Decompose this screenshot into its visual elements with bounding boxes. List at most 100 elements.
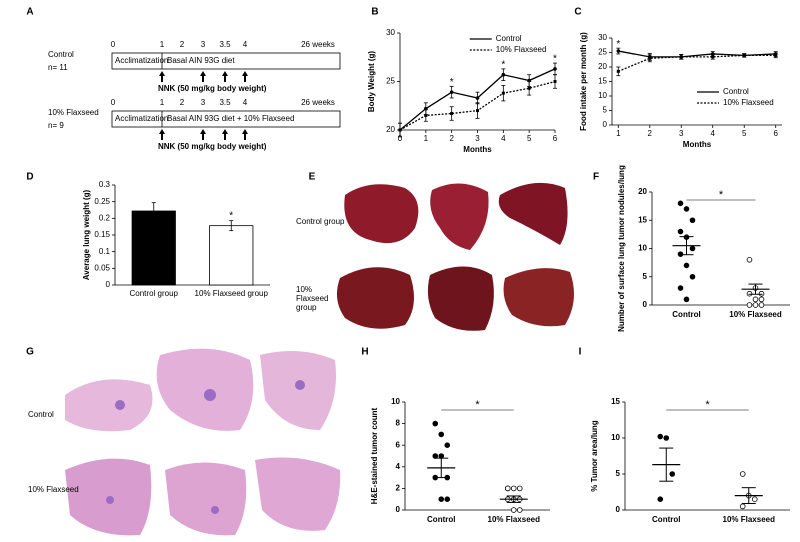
significance-mark: *	[553, 54, 557, 65]
x-tick-label: Control	[672, 310, 700, 319]
bar	[209, 225, 254, 286]
y-tick-label: 15	[598, 77, 607, 86]
marker	[648, 56, 652, 60]
data-point	[432, 420, 439, 427]
x-tick-label: 10% Flaxseed	[723, 515, 776, 524]
data-point	[752, 296, 759, 303]
panel-label: B	[371, 7, 378, 18]
x-tick-label: 10% Flaxseed group	[195, 289, 269, 298]
x-tick-label: 1	[424, 134, 429, 143]
arrow-head	[159, 129, 165, 134]
y-tick-label: 8	[396, 419, 401, 428]
arrow-head	[159, 71, 165, 76]
x-tick-label: 10% Flaxseed	[488, 515, 541, 524]
data-point	[677, 228, 684, 235]
data-point	[510, 485, 517, 492]
x-tick-label: 5	[527, 134, 532, 143]
panel-label: H	[361, 347, 368, 358]
data-point	[751, 496, 758, 503]
y-tick-label: 30	[598, 33, 607, 42]
data-point	[510, 507, 517, 513]
data-point	[683, 262, 690, 269]
y-axis-label: % Tumor area/lung	[590, 420, 599, 492]
legend-label: 10% Flaxseed	[496, 45, 547, 54]
week-label: 4	[243, 98, 248, 107]
marker	[476, 109, 479, 113]
y-tick-label: 4	[396, 462, 401, 471]
y-tick-label: 5	[603, 106, 608, 115]
x-tick-label: Control	[427, 515, 455, 524]
y-tick-label: 10	[611, 433, 620, 442]
data-point	[444, 496, 451, 503]
week-label: 3.5	[219, 40, 231, 49]
timeline-box	[111, 110, 341, 128]
histology-section	[165, 462, 247, 536]
significance-mark: *	[229, 210, 233, 221]
y-tick-label: 20	[598, 62, 607, 71]
histology-section	[260, 351, 336, 430]
legend-label: Control	[723, 87, 749, 96]
data-point	[677, 200, 684, 207]
arrow-head	[200, 71, 206, 76]
data-point	[758, 290, 765, 297]
x-tick-label: 2	[449, 134, 454, 143]
y-axis-label: Food intake per month (g)	[579, 32, 588, 131]
y-tick-label: 2	[396, 484, 401, 493]
y-tick-label: 0	[106, 280, 111, 289]
significance-mark: *	[719, 189, 724, 201]
y-tick-label: 0.1	[99, 247, 111, 256]
marker	[398, 128, 402, 132]
arrow-head	[222, 129, 228, 134]
lung-photo	[430, 183, 489, 250]
y-tick-label: 0	[603, 120, 608, 129]
y-tick-label: 25	[598, 48, 607, 57]
group-n: n= 11	[48, 63, 68, 72]
x-axis-label: Months	[463, 145, 492, 154]
lung-photo	[427, 266, 494, 331]
lung-photo	[498, 182, 568, 245]
tumor-focus	[295, 380, 305, 390]
y-tick-label: 0.3	[99, 180, 111, 189]
data-point	[739, 471, 746, 477]
y-tick-label: 10	[598, 91, 607, 100]
y-tick-label: 6	[396, 440, 401, 449]
data-point	[663, 435, 670, 441]
injection-label: NNK (50 mg/kg body weight)	[158, 142, 267, 151]
marker	[501, 91, 505, 95]
marker	[679, 55, 683, 59]
y-tick-label: 20	[638, 187, 647, 196]
y-axis-label: Body Weight (g)	[367, 51, 376, 113]
significance-mark: *	[475, 399, 480, 411]
histology-label: 10% Flaxseed	[28, 485, 79, 494]
significance-mark: *	[705, 399, 710, 411]
marker	[450, 112, 454, 116]
marker	[449, 90, 454, 94]
week-label: 0	[111, 98, 116, 107]
data-point	[689, 245, 696, 252]
lung-photo	[503, 268, 574, 327]
y-tick-label: 25	[386, 77, 395, 86]
photo-label: Control group	[296, 217, 345, 226]
significance-mark: *	[501, 60, 505, 71]
x-tick-label: 2	[648, 129, 653, 138]
group-name: 10% Flaxseed	[48, 108, 99, 117]
significance-mark: *	[450, 77, 454, 88]
x-tick-label: 10% Flaxseed	[729, 310, 782, 319]
x-tick-label: 5	[742, 129, 747, 138]
legend-label: Control	[496, 34, 522, 43]
panel-label: G	[26, 347, 34, 358]
y-tick-label: 0	[396, 505, 401, 514]
series-line	[618, 54, 776, 72]
x-axis-label: Months	[683, 140, 712, 149]
data-point	[657, 496, 664, 503]
data-point	[746, 256, 753, 263]
data-point	[752, 302, 759, 308]
data-point	[677, 251, 684, 257]
y-tick-label: 5	[616, 469, 621, 478]
histology-section	[65, 379, 153, 432]
histology-image	[65, 348, 341, 536]
x-tick-label: 0	[398, 134, 403, 143]
tumor-focus	[115, 400, 125, 410]
injection-label: NNK (50 mg/kg body weight)	[158, 84, 267, 93]
